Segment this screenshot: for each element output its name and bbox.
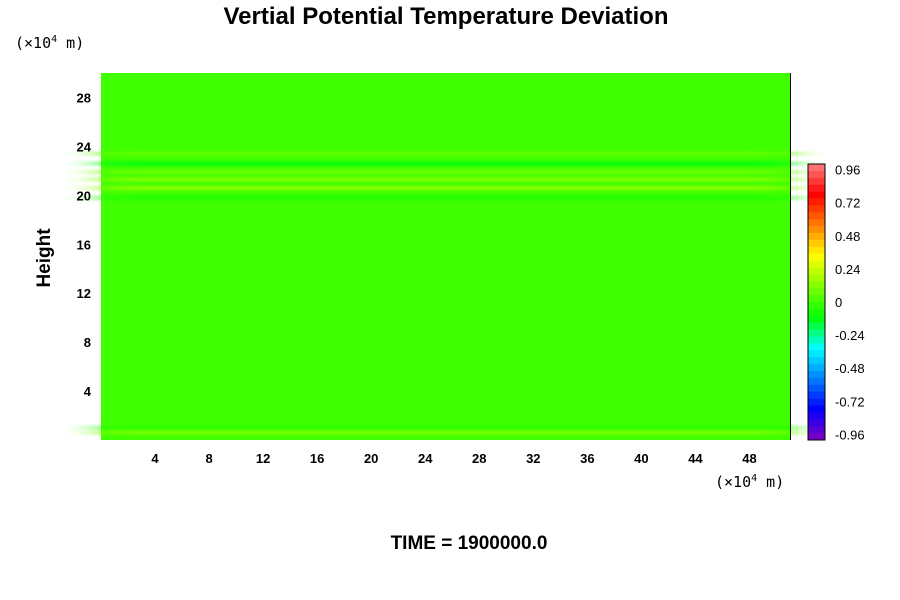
colorbar-segment [808, 426, 825, 434]
x-tick-label: 4 [151, 451, 159, 466]
colorbar-segment [808, 191, 825, 199]
colorbar-segment [808, 315, 825, 323]
heatmap-band-5 [101, 169, 790, 175]
colorbar-tick-label: 0.96 [835, 163, 860, 178]
heatmap-band-3 [101, 185, 790, 191]
colorbar-segment [808, 288, 825, 296]
heatmap-band-4 [101, 177, 790, 182]
colorbar-segment [808, 246, 825, 254]
colorbar-segment [808, 295, 825, 303]
heatmap-band-2 [101, 195, 790, 200]
colorbar-segment [808, 405, 825, 413]
y-tick-label: 4 [84, 384, 92, 399]
colorbar-tick-label: -0.96 [835, 427, 865, 442]
x-axis-unit: (×104 m) [715, 473, 784, 491]
colorbar-segment [808, 412, 825, 420]
colorbar-ticks: 0.96 0.72 0.48 0.24 0 -0.24 -0.48 -0.72 -0.96 [835, 163, 865, 443]
colorbar-segment [808, 226, 825, 234]
colorbar-segment [808, 336, 825, 344]
x-tick-label: 44 [688, 451, 703, 466]
x-axis-ticks: 4 8 12 16 20 24 28 32 36 40 44 48 [151, 451, 756, 466]
heatmap-background [101, 73, 790, 440]
x-tick-label: 28 [472, 451, 486, 466]
colorbar-segment [808, 164, 825, 172]
colorbar-segment [808, 433, 825, 441]
colorbar-border [807, 163, 826, 441]
colorbar-tick-label: -0.72 [835, 394, 865, 409]
colorbar-segment [808, 343, 825, 351]
colorbar-segment [808, 267, 825, 275]
colorbar-segment [808, 239, 825, 248]
y-tick-label: 8 [84, 335, 91, 350]
plot-area [101, 73, 791, 440]
heatmap-band-6 [101, 161, 790, 166]
x-tick-label: 8 [205, 451, 212, 466]
colorbar-segment [808, 322, 825, 330]
x-tick-label: 32 [526, 451, 540, 466]
colorbar-segment [808, 212, 825, 220]
colorbar-tick-label: 0.48 [835, 229, 860, 244]
colorbar-segment [808, 364, 825, 372]
colorbar-segment [808, 253, 825, 261]
colorbar-tick-label: -0.48 [835, 361, 865, 376]
colorbar-segment [808, 357, 825, 365]
y-tick-label: 20 [77, 188, 91, 203]
colorbar-segment [808, 184, 825, 192]
colorbar-tick-label: 0 [835, 295, 842, 310]
y-tick-label: 16 [77, 237, 91, 252]
y-axis-ticks: 4 8 12 16 20 24 28 [77, 90, 92, 399]
colorbar-segment [808, 302, 825, 310]
y-tick-label: 28 [77, 90, 91, 105]
x-tick-label: 12 [256, 451, 270, 466]
colorbar-segment [808, 274, 825, 282]
colorbar-segment [808, 371, 825, 379]
colorbar [807, 163, 826, 441]
heatmap-band-7 [101, 151, 790, 156]
colorbar-segment [808, 398, 825, 406]
y-tick-label: 24 [77, 139, 92, 154]
colorbar-tick-label: -0.24 [835, 328, 865, 343]
heatmap-band-0 [101, 430, 790, 435]
y-axis-unit: (×104 m) [15, 34, 84, 52]
colorbar-segment [808, 177, 825, 185]
colorbar-segment [808, 350, 825, 358]
colorbar-segment [808, 281, 825, 289]
colorbar-tick-label: 0.72 [835, 196, 860, 211]
x-tick-label: 16 [310, 451, 324, 466]
chart-title: Vertial Potential Temperature Deviation [223, 3, 668, 30]
x-tick-label: 40 [634, 451, 648, 466]
colorbar-segment [808, 170, 825, 179]
heatmap-bands [101, 151, 790, 435]
colorbar-segment [808, 233, 825, 241]
x-tick-label: 20 [364, 451, 378, 466]
colorbar-segment [808, 329, 825, 337]
colorbar-segment [808, 198, 825, 206]
y-axis-label: Height [34, 228, 55, 288]
colorbar-segment [808, 384, 825, 392]
time-label: TIME = 1900000.0 [391, 533, 548, 554]
colorbar-segment [808, 260, 825, 268]
x-tick-label: 24 [418, 451, 433, 466]
colorbar-segment [808, 308, 825, 317]
x-tick-label: 36 [580, 451, 594, 466]
colorbar-tick-label: 0.24 [835, 262, 860, 277]
colorbar-segment [808, 419, 825, 427]
x-tick-label: 48 [742, 451, 756, 466]
colorbar-segment [808, 219, 825, 227]
colorbar-segment [808, 205, 825, 213]
y-tick-label: 12 [77, 286, 91, 301]
heatmap-band-1 [101, 425, 790, 430]
colorbar-segment [808, 377, 825, 386]
colorbar-segment [808, 391, 825, 399]
